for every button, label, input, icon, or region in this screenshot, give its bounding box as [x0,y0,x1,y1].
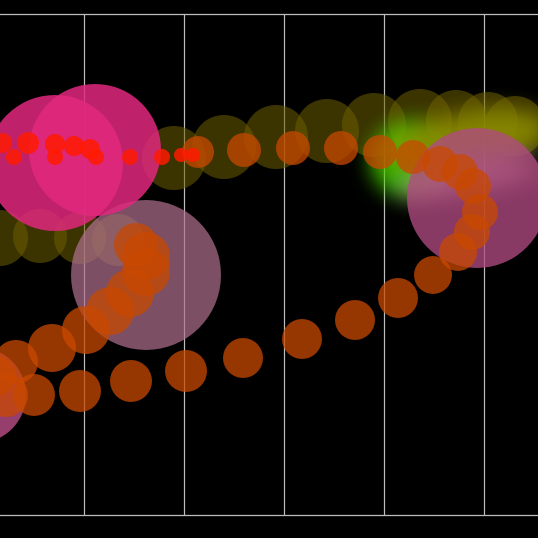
orange-trail [0,131,498,417]
orange-dot [110,360,152,402]
orange-dot [165,350,207,392]
red-dot [17,132,39,154]
red-dot [186,148,200,162]
orange-dot [422,146,458,182]
red-dot [47,149,63,165]
orange-dot [282,319,322,359]
red-dots [0,132,200,165]
red-dot [154,149,170,165]
red-dot [122,149,138,165]
orange-dot [324,131,358,165]
orange-dot [335,300,375,340]
orange-dot [227,133,261,167]
red-dot [88,149,104,165]
orange-dot [276,131,310,165]
red-dot [6,149,22,165]
orange-dot [13,374,55,416]
red-dot [174,148,188,162]
orange-dot [114,223,158,267]
red-dot [64,136,84,156]
orange-dot [378,278,418,318]
orange-dot [396,140,430,174]
orange-dot [223,338,263,378]
red-dot [0,133,12,153]
orange-dot [414,256,452,294]
red-dot [45,134,65,154]
orange-dot [59,370,101,412]
orange-dot [363,135,397,169]
